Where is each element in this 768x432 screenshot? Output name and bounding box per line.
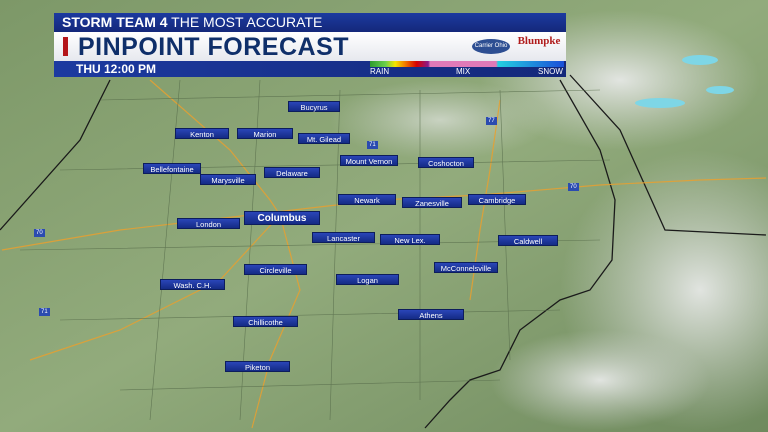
title-bar: PINPOINT FORECAST Carrier Ohio Blumpke [54, 32, 566, 61]
city-label: Bellefontaine [143, 163, 201, 174]
highway-shield: 70 [568, 183, 579, 191]
snow-echo [682, 55, 718, 65]
highway-shield: 77 [486, 117, 497, 125]
city-label: London [177, 218, 240, 229]
highway-shield: 71 [367, 141, 378, 149]
highway-shield: 71 [39, 308, 50, 316]
city-label: Caldwell [498, 235, 558, 246]
time-bar: THU 12:00 PM RAIN MIX SNOW [54, 61, 566, 77]
city-label: Marysville [200, 174, 256, 185]
city-label: Kenton [175, 128, 229, 139]
city-label: Zanesville [402, 197, 462, 208]
snow-echo [706, 86, 734, 94]
precip-legend-bar [370, 61, 564, 67]
city-label: Mt. Gilead [298, 133, 350, 144]
city-label: Delaware [264, 167, 320, 178]
city-label: Wash. C.H. [160, 279, 225, 290]
city-label: Newark [338, 194, 396, 205]
city-label: McConnelsville [434, 262, 498, 273]
city-label: Athens [398, 309, 464, 320]
sponsor-logo-carrier: Carrier Ohio [472, 39, 510, 54]
tagline: THE MOST ACCURATE [171, 14, 323, 30]
legend-mix: MIX [456, 67, 471, 76]
city-label-columbus: Columbus [244, 211, 320, 225]
accent-bar [63, 37, 68, 56]
brand: STORM TEAM 4 [62, 14, 168, 30]
brand-bar: STORM TEAM 4 THE MOST ACCURATE [54, 13, 566, 32]
sponsor-logo-blumpke: Blumpke [517, 35, 561, 47]
snow-echo [635, 98, 685, 108]
city-label: Mount Vernon [340, 155, 398, 166]
highway-shield: 70 [34, 229, 45, 237]
forecast-header: STORM TEAM 4 THE MOST ACCURATE PINPOINT … [54, 13, 566, 77]
city-label: Chillicothe [233, 316, 298, 327]
forecast-time: THU 12:00 PM [76, 62, 157, 76]
page-title: PINPOINT FORECAST [78, 33, 350, 61]
city-label: Circleville [244, 264, 307, 275]
city-label: Logan [336, 274, 399, 285]
legend-rain: RAIN [370, 67, 390, 76]
city-label: Cambridge [468, 194, 526, 205]
city-label: Coshocton [418, 157, 474, 168]
legend-snow: SNOW [538, 67, 563, 76]
city-label: Piketon [225, 361, 290, 372]
county-lines [19, 79, 611, 421]
city-label: New Lex. [380, 234, 440, 245]
city-label: Bucyrus [288, 101, 340, 112]
city-label: Marion [237, 128, 293, 139]
cloud-cover [330, 80, 550, 160]
city-label: Lancaster [312, 232, 375, 243]
cloud-cover [490, 330, 710, 430]
